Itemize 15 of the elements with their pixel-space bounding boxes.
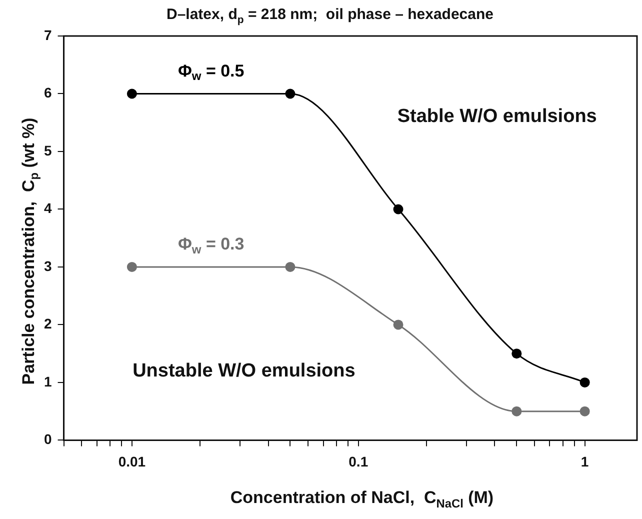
y-tick-label: 7	[44, 26, 52, 43]
y-tick-label: 6	[44, 84, 52, 101]
x-tick-label: 0.1	[348, 453, 368, 470]
chart-title: D–latex, d$_{p}$ = 218 nm; oil phase – hexadecane	[166, 6, 494, 26]
y-tick-label: 4	[44, 200, 52, 216]
y-tick-label: 5	[44, 142, 52, 158]
y-tick-label: 2	[44, 316, 52, 332]
x-tick-label: 0.01	[118, 453, 146, 470]
y-tick-label: 0	[44, 431, 52, 448]
x-axis-title: Concentration of NaCl, C$_{NaCl}$ (M)	[229, 488, 495, 510]
annotation: Stable W/O emulsions	[397, 106, 597, 128]
y-tick-label: 3	[44, 258, 52, 274]
y-tick-label: 1	[44, 373, 52, 390]
x-tick-label: 1	[580, 453, 589, 470]
annotation: Unstable W/O emulsions	[132, 360, 356, 382]
